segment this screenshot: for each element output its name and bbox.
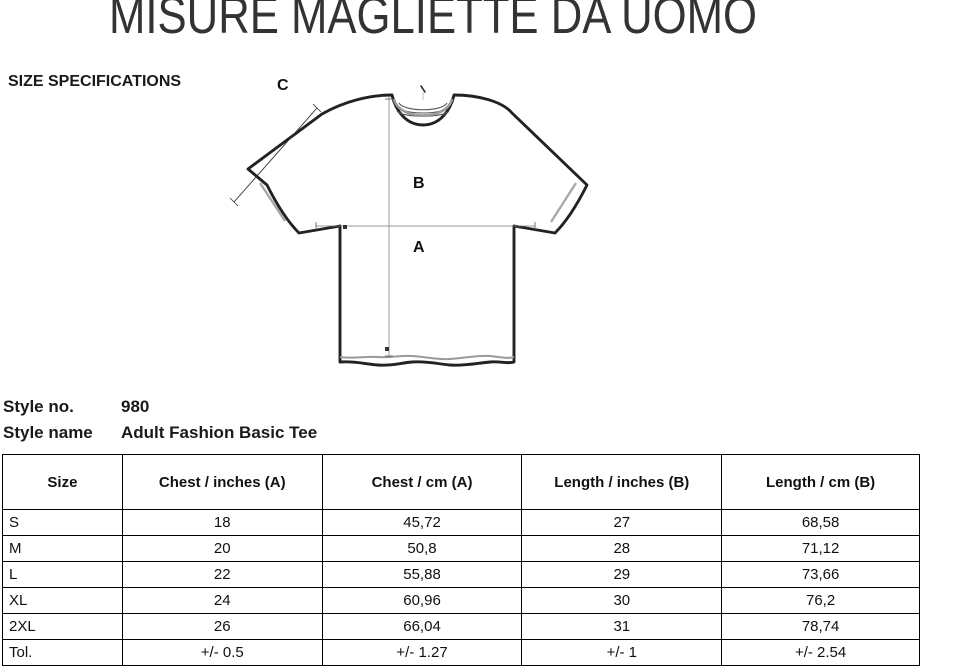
- svg-text:B: B: [413, 175, 425, 192]
- svg-text:A: A: [413, 239, 425, 256]
- svg-text:C: C: [277, 77, 289, 94]
